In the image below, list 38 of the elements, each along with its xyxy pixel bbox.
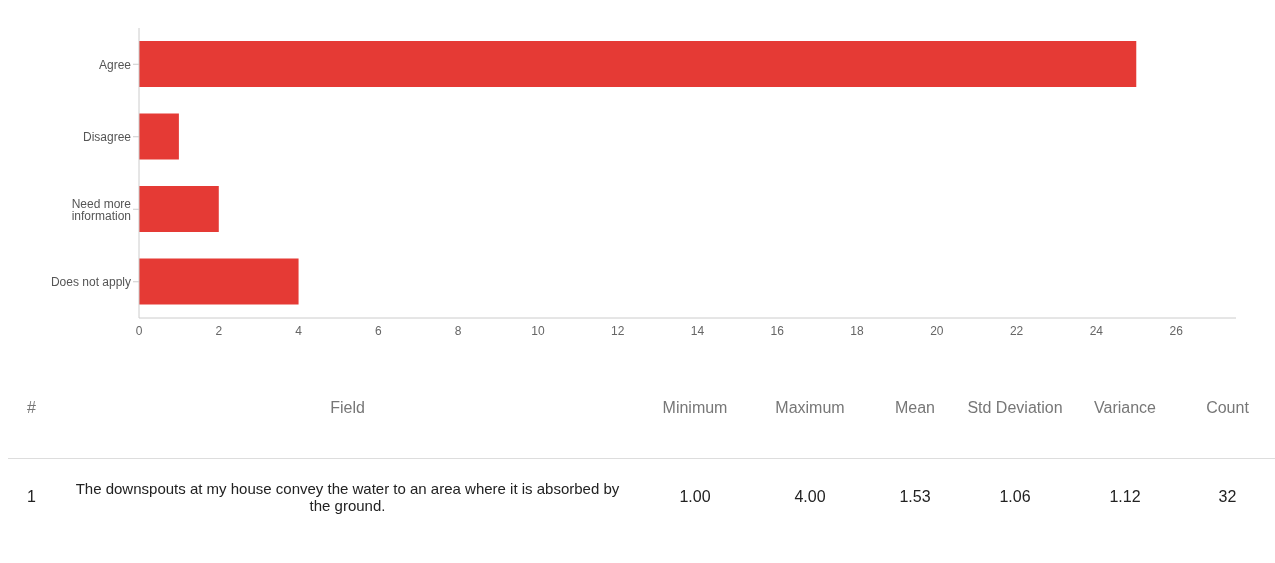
x-tick-label: 0 bbox=[135, 323, 143, 338]
text: 4.00 bbox=[793, 487, 827, 506]
y-tick-label: Agree bbox=[98, 57, 132, 72]
text: Count bbox=[1205, 399, 1250, 417]
x-tick-label: 10 bbox=[531, 323, 545, 338]
x-tick-label: 4 bbox=[295, 323, 303, 338]
y-tick-label: Need more information bbox=[71, 196, 132, 223]
bar bbox=[139, 41, 1137, 87]
text: 1 bbox=[26, 487, 37, 506]
text: Maximum bbox=[774, 399, 846, 417]
bar bbox=[139, 186, 219, 232]
x-tick-label: 24 bbox=[1089, 323, 1104, 338]
text: 1.00 bbox=[678, 487, 712, 506]
x-tick-label: 26 bbox=[1169, 323, 1184, 338]
text: The downspouts at my house convey the water to an area where it is absorbed by the ground. bbox=[74, 479, 621, 514]
x-tick-label: 12 bbox=[611, 323, 625, 338]
x-tick-label: 20 bbox=[930, 323, 944, 338]
text: Field bbox=[329, 399, 366, 417]
x-tick-label: 16 bbox=[770, 323, 785, 338]
y-tick-label: Does not apply bbox=[50, 275, 131, 290]
text: Minimum bbox=[661, 399, 729, 417]
x-tick-label: 6 bbox=[375, 323, 382, 338]
text: Std Deviation bbox=[966, 399, 1064, 417]
y-tick-label: Disagree bbox=[82, 130, 132, 145]
x-tick-label: 14 bbox=[690, 323, 705, 338]
x-tick-label: 2 bbox=[215, 323, 223, 338]
text: 1.06 bbox=[998, 487, 1032, 506]
text: Variance bbox=[1093, 399, 1157, 417]
bar bbox=[139, 113, 179, 160]
x-tick-label: 22 bbox=[1009, 323, 1024, 338]
text: # bbox=[26, 399, 37, 417]
text: 1.12 bbox=[1108, 487, 1142, 506]
text: 32 bbox=[1217, 487, 1238, 506]
x-tick-label: 8 bbox=[454, 323, 462, 338]
text: Mean bbox=[894, 399, 936, 417]
bar bbox=[139, 258, 299, 305]
text: 1.53 bbox=[898, 487, 932, 506]
x-tick-label: 18 bbox=[850, 323, 865, 338]
